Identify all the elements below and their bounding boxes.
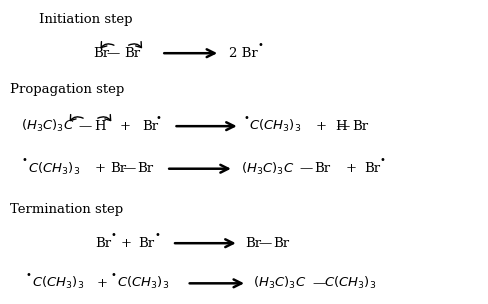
Text: •: •: [111, 270, 117, 280]
FancyArrowPatch shape: [70, 115, 83, 120]
Text: Br: Br: [364, 162, 380, 175]
Text: —: —: [299, 162, 312, 175]
Text: Br: Br: [245, 237, 261, 250]
Text: Br: Br: [110, 162, 126, 175]
Text: —: —: [257, 237, 271, 250]
FancyArrowPatch shape: [98, 115, 110, 120]
FancyArrowPatch shape: [128, 42, 141, 47]
Text: +: +: [94, 162, 105, 175]
Text: Br: Br: [137, 162, 153, 175]
Text: •: •: [154, 230, 160, 240]
Text: $C(CH_3)_3$: $C(CH_3)_3$: [32, 275, 84, 291]
Text: •: •: [21, 155, 27, 165]
Text: $C(CH_3)_3$: $C(CH_3)_3$: [117, 275, 169, 291]
Text: H: H: [334, 120, 346, 133]
Text: +: +: [119, 120, 130, 133]
Text: Br: Br: [314, 162, 330, 175]
Text: Br: Br: [95, 237, 111, 250]
Text: +: +: [96, 277, 107, 290]
Text: Br: Br: [351, 120, 367, 133]
Text: $(H_3C)_3C$: $(H_3C)_3C$: [253, 275, 306, 291]
Text: —: —: [336, 120, 349, 133]
Text: Termination step: Termination step: [10, 203, 122, 216]
FancyArrowPatch shape: [101, 42, 114, 47]
Text: —: —: [78, 120, 91, 133]
Text: Br: Br: [138, 237, 154, 250]
Text: •: •: [379, 155, 385, 165]
Text: Propagation step: Propagation step: [10, 83, 124, 96]
Text: —: —: [122, 162, 135, 175]
Text: —: —: [311, 277, 325, 290]
Text: +: +: [345, 162, 356, 175]
Text: Br: Br: [142, 120, 158, 133]
Text: •: •: [243, 113, 249, 123]
Text: +: +: [315, 120, 325, 133]
Text: •: •: [156, 113, 162, 123]
Text: •: •: [110, 230, 116, 240]
Text: •: •: [257, 40, 263, 50]
Text: —: —: [106, 47, 120, 60]
Text: 2 Br: 2 Br: [228, 47, 257, 60]
Text: +: +: [121, 237, 131, 250]
Text: $(H_3C)_3C$: $(H_3C)_3C$: [20, 118, 74, 134]
Text: Initiation step: Initiation step: [39, 13, 132, 26]
Text: Br: Br: [272, 237, 288, 250]
Text: $(H_3C)_3C$: $(H_3C)_3C$: [240, 161, 293, 177]
Text: $C(CH_3)_3$: $C(CH_3)_3$: [28, 161, 81, 177]
Text: H: H: [94, 120, 106, 133]
Text: Br: Br: [124, 47, 141, 60]
Text: Br: Br: [93, 47, 109, 60]
Text: $C(CH_3)_3$: $C(CH_3)_3$: [249, 118, 301, 134]
Text: •: •: [25, 270, 31, 280]
Text: $C(CH_3)_3$: $C(CH_3)_3$: [324, 275, 376, 291]
